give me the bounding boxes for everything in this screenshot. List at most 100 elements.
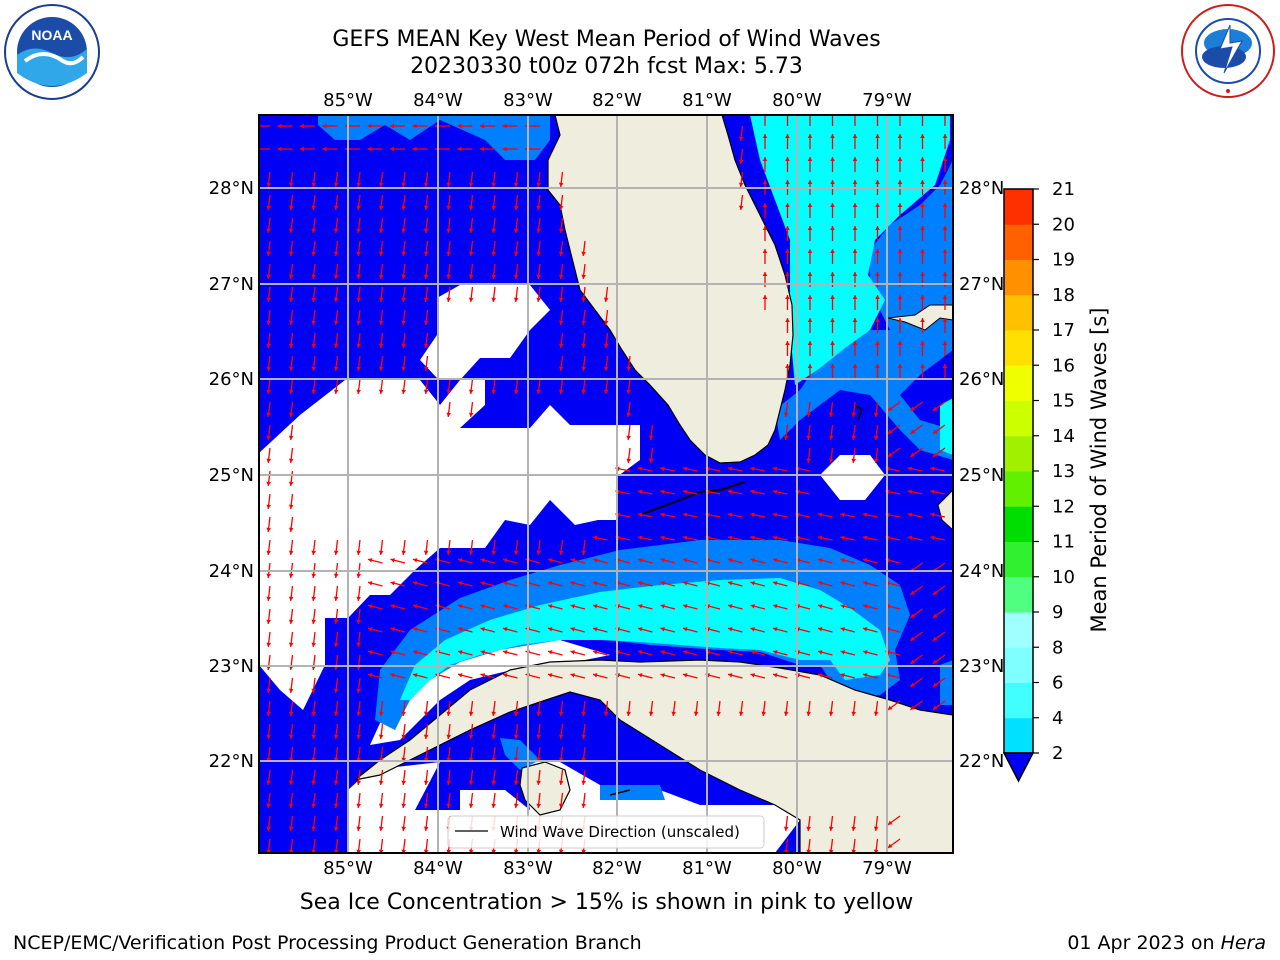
lon-label-bottom: 85°W (323, 858, 373, 879)
lat-label-right: 26°N (959, 369, 1004, 390)
wave-direction-arrowhead (840, 627, 845, 632)
wave-direction-arrowhead (750, 604, 755, 609)
wave-direction-arrowhead (548, 627, 553, 632)
wave-direction-arrowhead (266, 826, 271, 831)
wave-direction-arrowhead (942, 249, 948, 253)
wave-direction-arrowhead (626, 435, 631, 440)
wave-direction-arrowhead (581, 780, 586, 785)
wave-direction-arrowhead (423, 320, 429, 325)
wave-direction-arrowhead (852, 364, 858, 368)
wave-direction-arrowhead (828, 412, 834, 417)
wave-direction-arrowhead (942, 341, 948, 345)
wave-direction-arrowhead (548, 650, 553, 655)
wave-direction-arrowhead (682, 535, 688, 541)
wave-direction-arrowhead (828, 435, 834, 440)
wave-direction-arrowhead (311, 205, 316, 210)
wave-direction-arrowhead (468, 274, 474, 279)
wave-direction-arrowhead (401, 297, 406, 302)
wave-direction-arrowhead (626, 366, 631, 371)
wave-direction-arrowhead (603, 320, 609, 325)
lon-label-bottom: 83°W (503, 858, 553, 879)
wave-direction-arrowhead (830, 226, 835, 230)
wave-direction-arrowhead (333, 389, 339, 394)
wave-direction-arrowhead (356, 297, 361, 302)
wave-direction-arrowhead (887, 820, 893, 825)
wave-direction-arrowhead (772, 512, 778, 518)
wave-direction-arrowhead (378, 205, 384, 210)
wave-direction-arrowhead (288, 274, 294, 279)
wave-direction-arrowhead (423, 711, 429, 716)
wave-direction-arrowhead (356, 320, 361, 325)
wave-direction-arrowhead (311, 826, 316, 831)
wave-direction-arrowhead (513, 734, 519, 739)
wave-direction-arrowhead (593, 581, 598, 586)
wave-direction-arrowhead (851, 435, 856, 440)
wave-direction-arrowhead (356, 366, 361, 371)
wave-direction-arrowhead (446, 274, 451, 279)
wave-direction-arrowhead (910, 682, 915, 687)
wave-direction-arrowhead (378, 803, 384, 808)
wave-direction-arrowhead (266, 527, 271, 532)
wave-direction-arrowhead (333, 343, 339, 348)
florida-land (547, 115, 794, 464)
wave-direction-arrowhead (648, 435, 654, 440)
wave-direction-arrowhead (762, 157, 768, 161)
colorbar-tick-label: 11 (1052, 532, 1075, 553)
wave-direction-arrowhead (468, 251, 474, 256)
wave-direction-arrowhead (785, 157, 790, 161)
wave-direction-arrowhead (446, 389, 451, 394)
wave-direction-arrowhead (773, 627, 778, 632)
wave-direction-arrowhead (412, 123, 417, 129)
wave-direction-arrowhead (513, 757, 519, 762)
wave-direction-arrowhead (288, 205, 294, 210)
wave-direction-arrowhead (637, 512, 643, 518)
wave-direction-arrowhead (818, 627, 823, 632)
wave-direction-arrowhead (930, 466, 935, 472)
wave-direction-arrowhead (333, 366, 339, 371)
lat-label-left: 23°N (209, 656, 254, 677)
wave-direction-arrowhead (311, 780, 316, 785)
wave-direction-arrowhead (423, 366, 429, 371)
wave-direction-arrowhead (423, 550, 429, 555)
wave-direction-arrowhead (401, 205, 406, 210)
wave-direction-arrowhead (480, 558, 485, 563)
wave-direction-arrowhead (942, 180, 948, 184)
wave-direction-arrowhead (277, 123, 282, 129)
wave-direction-arrowhead (266, 619, 271, 624)
wave-direction-arrowhead (288, 182, 294, 187)
wave-direction-arrowhead (378, 734, 384, 739)
wave-direction-arrowhead (750, 581, 755, 586)
wave-direction-arrowhead (638, 604, 643, 609)
wave-direction-arrowhead (513, 228, 519, 233)
wave-direction-arrowhead (840, 673, 845, 678)
wave-direction-arrowhead (807, 134, 813, 138)
wave-direction-arrowhead (390, 627, 395, 632)
wave-direction-arrowhead (412, 146, 417, 152)
wave-direction-arrowhead (266, 734, 271, 739)
wave-direction-arrowhead (806, 412, 811, 417)
wave-direction-arrowhead (401, 734, 406, 739)
wave-direction-arrowhead (446, 412, 451, 417)
wave-direction-arrowhead (682, 512, 688, 518)
wave-direction-arrowhead (875, 341, 880, 345)
wave-direction-arrowhead (932, 705, 938, 710)
wave-direction-arrowhead (638, 581, 643, 586)
wave-direction-arrowhead (660, 466, 665, 472)
wave-direction-arrowhead (288, 596, 294, 601)
wave-direction-arrowhead (300, 146, 304, 152)
wave-direction-arrowhead (288, 435, 294, 440)
wave-direction-arrowhead (423, 228, 429, 233)
wave-direction-arrowhead (356, 711, 361, 716)
wave-direction-arrowhead (266, 573, 271, 578)
wave-direction-arrowhead (333, 826, 339, 831)
wave-direction-arrowhead (266, 757, 271, 762)
wave-direction-arrowhead (932, 636, 938, 641)
wave-direction-arrowhead (288, 642, 294, 647)
wave-direction-arrowhead (762, 226, 768, 230)
wave-direction-arrowhead (288, 458, 294, 463)
wave-direction-arrowhead (333, 596, 339, 601)
wave-direction-arrowhead (626, 711, 631, 716)
colorbar-bin (1004, 471, 1033, 507)
wave-direction-arrowhead (828, 711, 834, 716)
wave-direction-arrowhead (423, 343, 429, 348)
